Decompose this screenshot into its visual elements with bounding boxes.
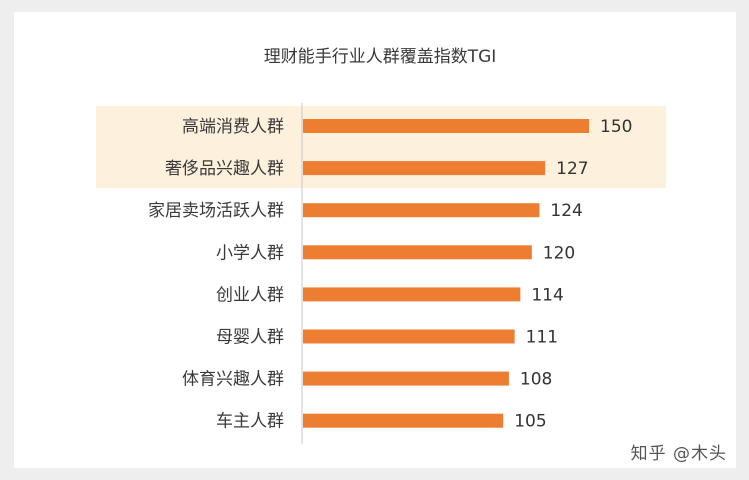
category-label: 奢侈品兴趣人群 — [165, 159, 284, 179]
chart-card — [14, 12, 736, 468]
watermark: 知乎 @木头 — [630, 444, 727, 464]
value-label: 127 — [556, 159, 588, 179]
bar — [303, 245, 532, 260]
value-label: 124 — [550, 201, 582, 221]
bar — [303, 119, 589, 133]
bar — [303, 287, 521, 302]
value-label: 108 — [520, 370, 552, 390]
bar — [303, 413, 504, 428]
bar — [303, 161, 546, 176]
value-label: 150 — [600, 117, 632, 137]
category-label: 小学人群 — [216, 243, 284, 263]
category-label: 家居卖场活跃人群 — [148, 201, 284, 221]
value-label: 111 — [526, 328, 558, 348]
category-label: 车主人群 — [216, 412, 284, 432]
value-label: 120 — [543, 243, 575, 263]
bar — [303, 371, 509, 386]
category-label: 体育兴趣人群 — [182, 370, 284, 390]
value-label: 105 — [514, 412, 546, 432]
category-label: 创业人群 — [216, 285, 284, 305]
value-label: 114 — [531, 285, 563, 305]
category-label: 母婴人群 — [216, 328, 284, 348]
chart-title: 理财能手行业人群覆盖指数TGI — [263, 47, 497, 67]
bar — [303, 329, 515, 344]
bar — [303, 203, 540, 218]
category-label: 高端消费人群 — [182, 117, 284, 137]
